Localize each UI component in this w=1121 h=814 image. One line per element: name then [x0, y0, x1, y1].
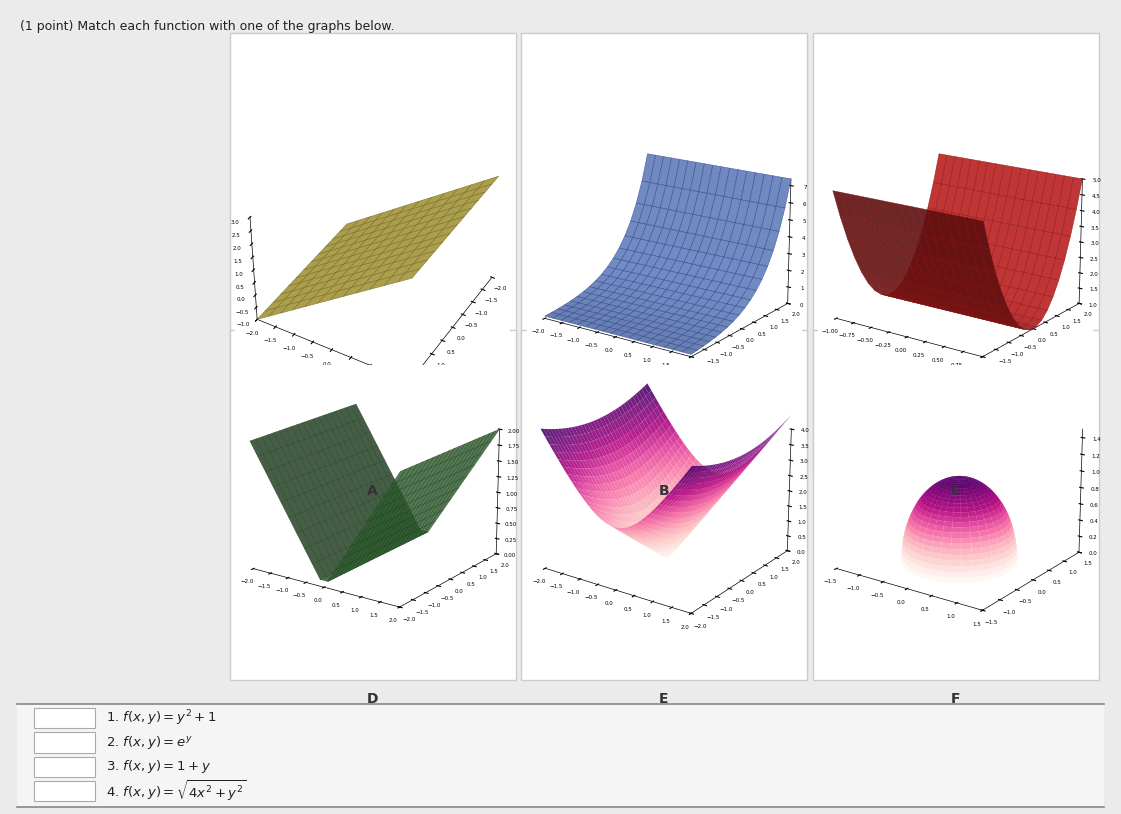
Text: A: A [367, 484, 378, 498]
Text: 1. $f(x, y) = y^2 + 1$: 1. $f(x, y) = y^2 + 1$ [106, 708, 217, 728]
Text: C: C [949, 484, 961, 498]
Text: (1 point) Match each function with one of the graphs below.: (1 point) Match each function with one o… [20, 20, 395, 33]
Text: D: D [367, 692, 378, 706]
Text: B: B [658, 484, 669, 498]
Text: 2. $f(x, y) = e^{y}$: 2. $f(x, y) = e^{y}$ [106, 734, 194, 751]
Text: E: E [659, 692, 668, 706]
Text: 4. $f(x, y) = \sqrt{4x^2 + y^2}$: 4. $f(x, y) = \sqrt{4x^2 + y^2}$ [106, 779, 247, 803]
Text: 3. $f(x, y) = 1 + y$: 3. $f(x, y) = 1 + y$ [106, 759, 212, 775]
Text: F: F [951, 692, 960, 706]
